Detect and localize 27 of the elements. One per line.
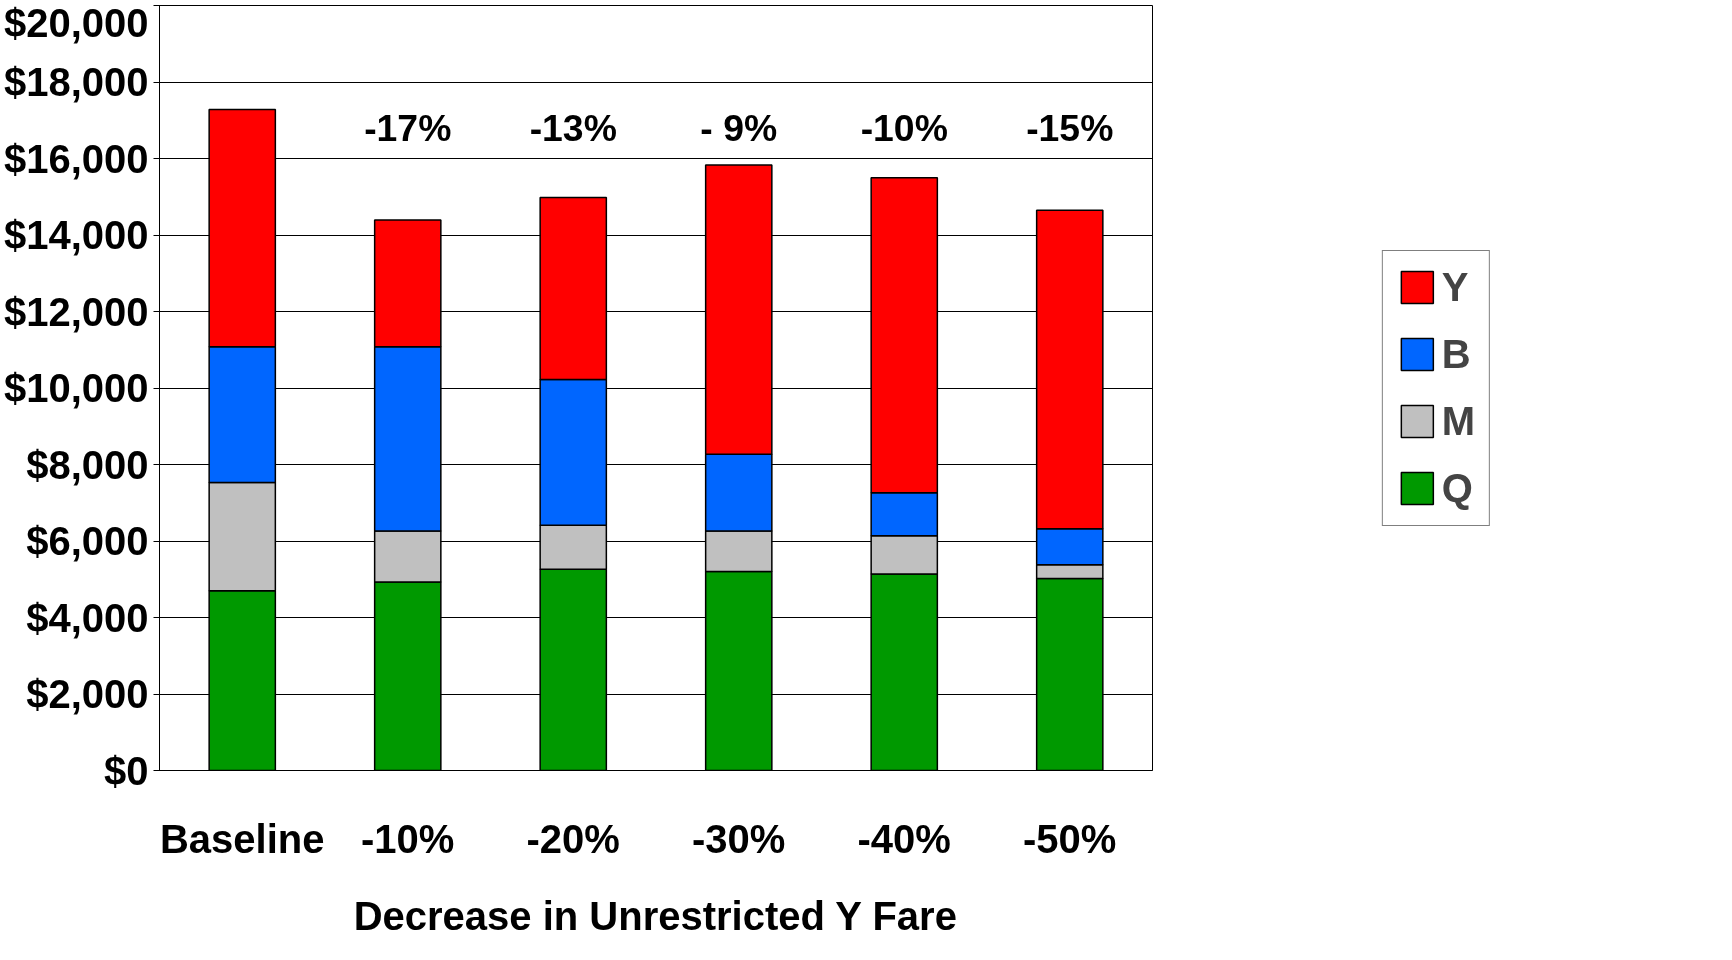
legend-label: Y: [1441, 264, 1470, 310]
x-tick-label: -40%: [857, 816, 951, 861]
annotation: -17%: [364, 106, 452, 149]
y-tick-label: $8,000: [26, 442, 149, 487]
y-tick-label: $4,000: [26, 595, 149, 640]
x-tick-label: -20%: [526, 816, 620, 861]
y-tick-label: $16,000: [3, 136, 149, 181]
y-tick-label: $12,000: [3, 289, 149, 334]
y-tick-label: $20,000: [3, 0, 149, 45]
y-tick-label: $0: [104, 748, 149, 793]
legend-label: B: [1441, 331, 1472, 377]
y-tick-label: $2,000: [26, 672, 149, 716]
y-tick-label: $14,000: [3, 213, 149, 257]
annotation: -15%: [1026, 106, 1114, 149]
legend-label: M: [1441, 398, 1476, 444]
x-axis-title: Decrease in Unrestricted Y Fare: [353, 893, 957, 938]
annotation: -10%: [860, 106, 948, 149]
annotation: -13%: [529, 106, 617, 149]
y-tick-label: $10,000: [3, 366, 149, 410]
legend-label: Q: [1441, 465, 1473, 511]
x-tick-label: Baseline: [159, 816, 325, 861]
y-tick-label: $18,000: [3, 60, 149, 104]
x-tick-label: -50%: [1023, 816, 1117, 861]
y-tick-label: $6,000: [26, 519, 149, 563]
annotation: - 9%: [700, 106, 778, 149]
x-tick-label: -30%: [692, 816, 786, 861]
x-tick-label: -10%: [361, 816, 455, 861]
